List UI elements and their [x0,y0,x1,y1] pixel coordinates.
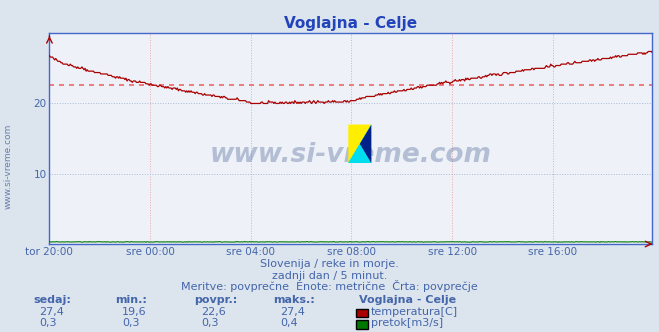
Text: www.si-vreme.com: www.si-vreme.com [210,142,492,168]
Text: maks.:: maks.: [273,295,315,305]
Text: 27,4: 27,4 [280,307,305,317]
Text: 0,3: 0,3 [201,318,219,328]
Text: 0,3: 0,3 [122,318,140,328]
Text: temperatura[C]: temperatura[C] [371,307,458,317]
Polygon shape [349,124,372,163]
Polygon shape [349,124,372,163]
Text: 19,6: 19,6 [122,307,146,317]
Polygon shape [360,124,372,163]
Text: 22,6: 22,6 [201,307,226,317]
Text: www.si-vreme.com: www.si-vreme.com [3,123,13,209]
Title: Voglajna - Celje: Voglajna - Celje [284,16,418,31]
Text: zadnji dan / 5 minut.: zadnji dan / 5 minut. [272,271,387,281]
Text: min.:: min.: [115,295,147,305]
Text: 0,4: 0,4 [280,318,298,328]
Text: Slovenija / reke in morje.: Slovenija / reke in morje. [260,259,399,269]
Text: 0,3: 0,3 [40,318,57,328]
Text: Meritve: povprečne  Enote: metrične  Črta: povprečje: Meritve: povprečne Enote: metrične Črta:… [181,281,478,292]
Text: Voglajna - Celje: Voglajna - Celje [359,295,456,305]
Text: povpr.:: povpr.: [194,295,238,305]
Text: pretok[m3/s]: pretok[m3/s] [371,318,443,328]
Text: sedaj:: sedaj: [33,295,71,305]
Text: 27,4: 27,4 [40,307,65,317]
